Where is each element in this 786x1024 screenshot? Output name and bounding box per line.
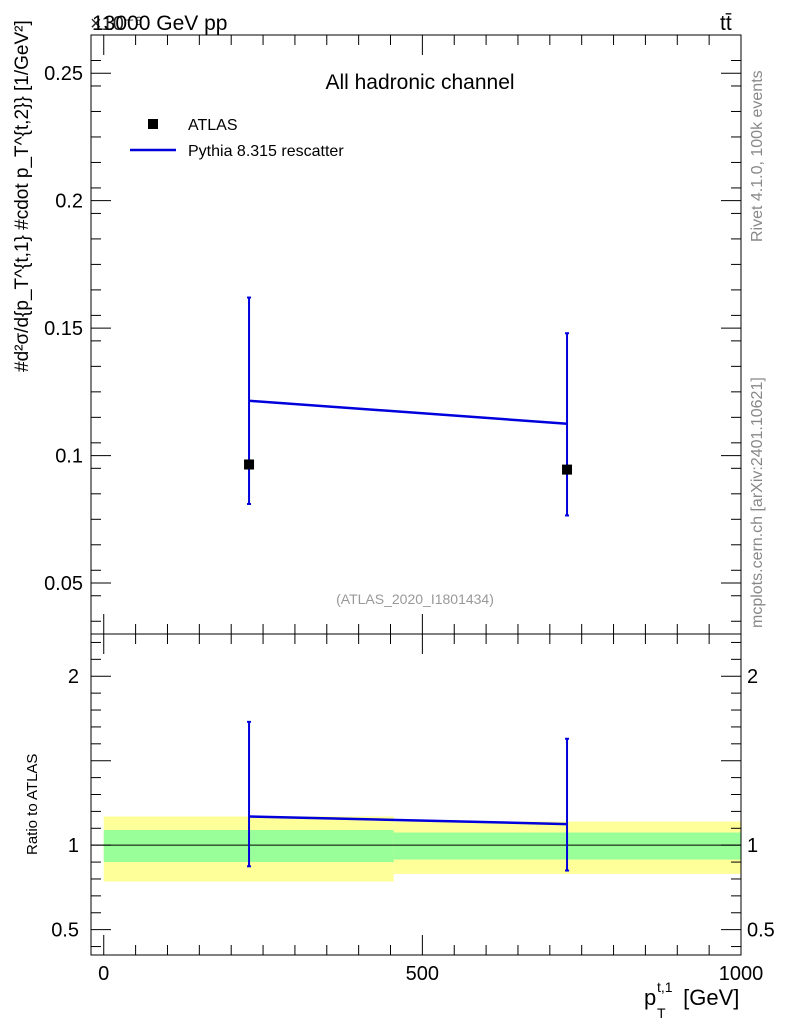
exponent-label: ×10⁻⁶ [90, 13, 143, 35]
main-y-axis: 0.05 0.1 0.15 0.2 0.25 [44, 59, 741, 622]
x-axis-title: p t,1 T [GeV] [644, 979, 739, 1021]
ratio-line [249, 815, 568, 826]
ratio-y-axis-title: Ratio to ATLAS [24, 754, 41, 855]
x-tick-label: 500 [406, 963, 439, 985]
chart-title: All hadronic channel [325, 71, 514, 94]
x-axis: 0 500 1000 [98, 35, 763, 985]
ratio-panel [90, 633, 742, 956]
main-y-axis-title: #d²σ/d{p_T^{t,1} #cdot p_T^{t,2}} [1/GeV… [12, 20, 33, 372]
analysis-tag: (ATLAS_2020_I1801434) [336, 591, 494, 607]
mcplots-text: mcplots.cern.ch [arXiv:2401.10621] [749, 377, 766, 628]
main-series [244, 296, 573, 517]
x-axis-title-unit: [GeV] [677, 985, 739, 1010]
y-tick-label: 0.1 [55, 446, 83, 468]
ratio-tick-label: 2 [68, 666, 79, 688]
rivet-version-text: Rivet 4.1.0, 100k events [749, 70, 766, 242]
ratio-y-axis: 0.5 0.5 1 1 2 2 [51, 641, 775, 948]
process-label: tt̄ [720, 12, 732, 35]
x-tick-label: 0 [98, 963, 109, 985]
pythia-line [248, 399, 568, 425]
ratio-series [247, 720, 570, 872]
x-axis-title-sup: t,1 [657, 979, 673, 995]
main-y-axis-title-text: #d²σ/d{p_T^{t,1} #cdot p_T^{t,2}} [1/GeV… [12, 20, 33, 372]
atlas-point [244, 459, 255, 470]
legend: ATLAS Pythia 8.315 rescatter [130, 117, 344, 160]
x-axis-title-p: p [644, 985, 656, 1010]
legend-marker-atlas [148, 119, 158, 129]
x-axis-title-sub: T [657, 1005, 666, 1021]
ratio-tick-label-right: 1 [747, 835, 758, 857]
y-tick-label: 0.15 [44, 318, 83, 340]
legend-label-pythia: Pythia 8.315 rescatter [188, 143, 344, 160]
atlas-point [562, 464, 573, 475]
energy-label: 13000 GeV pp [92, 12, 227, 35]
y-tick-label: 0.25 [44, 63, 83, 85]
ratio-tick-label-right: 0.5 [747, 920, 775, 942]
y-tick-label: 0.05 [44, 573, 83, 595]
y-tick-label: 0.2 [55, 191, 83, 213]
ratio-panel-frame [90, 633, 742, 956]
ratio-tick-label: 0.5 [51, 920, 79, 942]
legend-label-atlas: ATLAS [188, 117, 238, 134]
ratio-tick-label: 1 [68, 835, 79, 857]
x-tick-label: 1000 [719, 963, 764, 985]
ratio-tick-label-right: 2 [747, 666, 758, 688]
